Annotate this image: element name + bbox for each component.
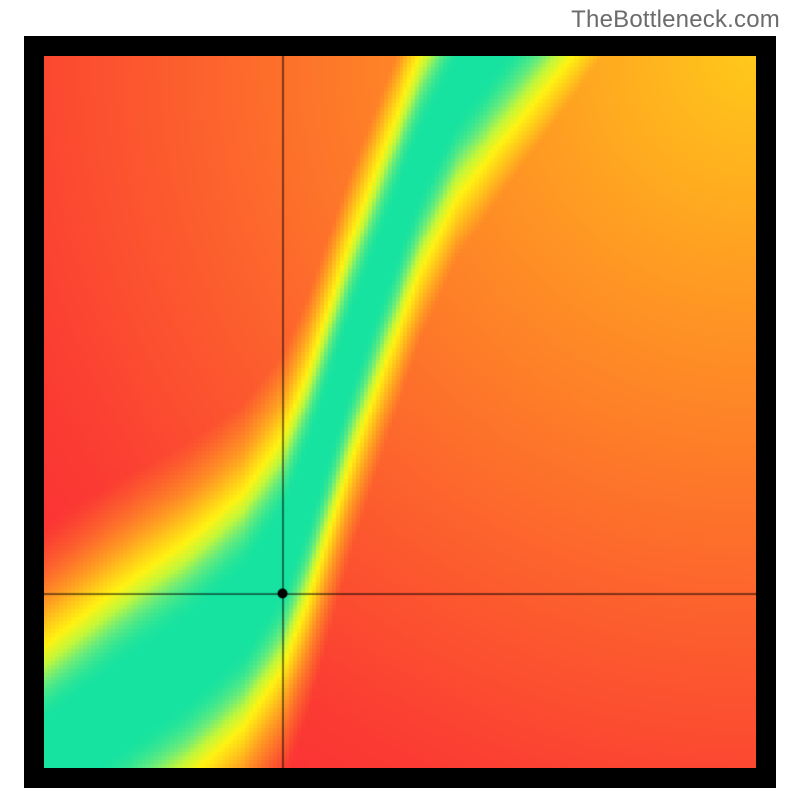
crosshair-overlay [44, 56, 756, 768]
plot-frame [24, 36, 776, 788]
watermark-text: TheBottleneck.com [571, 6, 780, 34]
